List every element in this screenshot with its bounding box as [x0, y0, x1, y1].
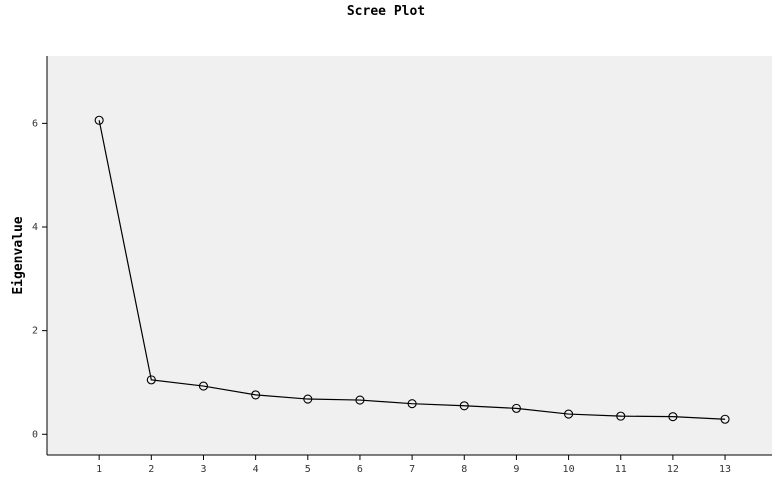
data-point — [668, 412, 678, 422]
eigenvalue-line — [98, 120, 726, 420]
y-tick-label: 4 — [32, 222, 38, 233]
y-tick-label: 2 — [32, 326, 38, 337]
x-tick-label: 12 — [667, 464, 679, 475]
x-tick-label: 10 — [563, 464, 575, 475]
y-tick-label: 6 — [32, 118, 38, 129]
axes — [46, 56, 772, 456]
x-axis-ticks: 1 2 3 4 5 6 7 8 9 10 11 12 13 — [96, 455, 731, 475]
y-axis-ticks: 0 2 4 6 — [32, 118, 47, 440]
x-tick-label: 7 — [409, 464, 415, 475]
eigenvalue-points — [94, 115, 730, 424]
x-tick-label: 4 — [253, 464, 259, 475]
x-tick-label: 3 — [200, 464, 206, 475]
x-tick-label: 6 — [357, 464, 363, 475]
y-tick-label: 0 — [32, 429, 38, 440]
x-tick-label: 5 — [305, 464, 311, 475]
data-point — [720, 414, 730, 424]
data-point — [303, 394, 313, 404]
x-tick-label: 11 — [615, 464, 627, 475]
x-tick-label: 2 — [148, 464, 154, 475]
chart-title: Scree Plot — [347, 4, 425, 19]
y-axis-label: Eigenvalue — [11, 216, 26, 294]
x-tick-label: 13 — [719, 464, 731, 475]
data-point — [251, 390, 261, 400]
data-point — [459, 401, 469, 411]
data-point — [198, 381, 209, 391]
data-point — [355, 395, 365, 405]
data-point — [511, 403, 521, 413]
data-point — [616, 411, 626, 421]
data-point — [564, 409, 574, 419]
x-tick-label: 9 — [513, 464, 519, 475]
x-tick-label: 8 — [461, 464, 467, 475]
data-point — [146, 375, 156, 385]
data-point — [94, 115, 104, 125]
plot-area — [47, 56, 772, 455]
data-point — [407, 399, 417, 409]
x-tick-label: 1 — [96, 464, 102, 475]
